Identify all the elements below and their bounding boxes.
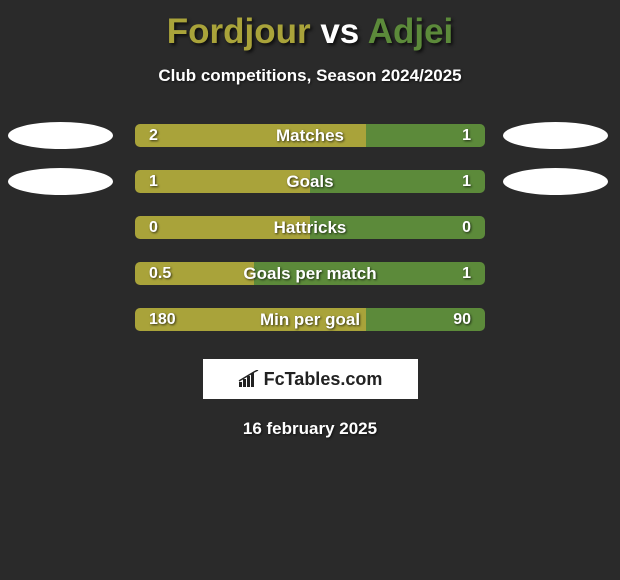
stat-value-right: 1 — [462, 262, 471, 285]
stat-bar: 0.51Goals per match — [135, 262, 485, 285]
date-label: 16 february 2025 — [243, 419, 377, 439]
stat-bar-right — [254, 262, 485, 285]
player1-ellipse — [8, 122, 113, 149]
brand-text: FcTables.com — [264, 369, 383, 390]
stat-bar: 11Goals — [135, 170, 485, 193]
stat-row: 21Matches — [0, 124, 620, 147]
stat-row: 18090Min per goal — [0, 308, 620, 331]
subtitle: Club competitions, Season 2024/2025 — [158, 66, 461, 86]
player2-ellipse — [503, 168, 608, 195]
stat-row: 00Hattricks — [0, 216, 620, 239]
player2-ellipse — [503, 122, 608, 149]
stat-value-right: 0 — [462, 216, 471, 239]
stats-rows: 21Matches11Goals00Hattricks0.51Goals per… — [0, 124, 620, 331]
title-vs: vs — [320, 12, 359, 51]
title-player2: Adjei — [368, 12, 454, 51]
stat-bar-right — [310, 216, 485, 239]
stat-bar-left — [135, 216, 310, 239]
stat-row: 0.51Goals per match — [0, 262, 620, 285]
stat-bar-left — [135, 170, 310, 193]
stat-value-left: 0.5 — [149, 262, 171, 285]
stat-bar: 21Matches — [135, 124, 485, 147]
stat-value-left: 1 — [149, 170, 158, 193]
page-title: Fordjour vs Adjei — [167, 12, 454, 52]
stat-value-right: 90 — [453, 308, 471, 331]
stat-value-right: 1 — [462, 124, 471, 147]
brand-chart-icon — [238, 370, 260, 388]
player1-ellipse — [8, 168, 113, 195]
stat-bar-right — [310, 170, 485, 193]
stat-bar: 18090Min per goal — [135, 308, 485, 331]
stat-value-left: 180 — [149, 308, 176, 331]
stat-bar: 00Hattricks — [135, 216, 485, 239]
stat-bar-left — [135, 124, 366, 147]
title-player1: Fordjour — [167, 12, 311, 51]
stat-value-left: 2 — [149, 124, 158, 147]
brand-badge: FcTables.com — [203, 359, 418, 399]
stat-value-left: 0 — [149, 216, 158, 239]
stat-row: 11Goals — [0, 170, 620, 193]
stat-value-right: 1 — [462, 170, 471, 193]
